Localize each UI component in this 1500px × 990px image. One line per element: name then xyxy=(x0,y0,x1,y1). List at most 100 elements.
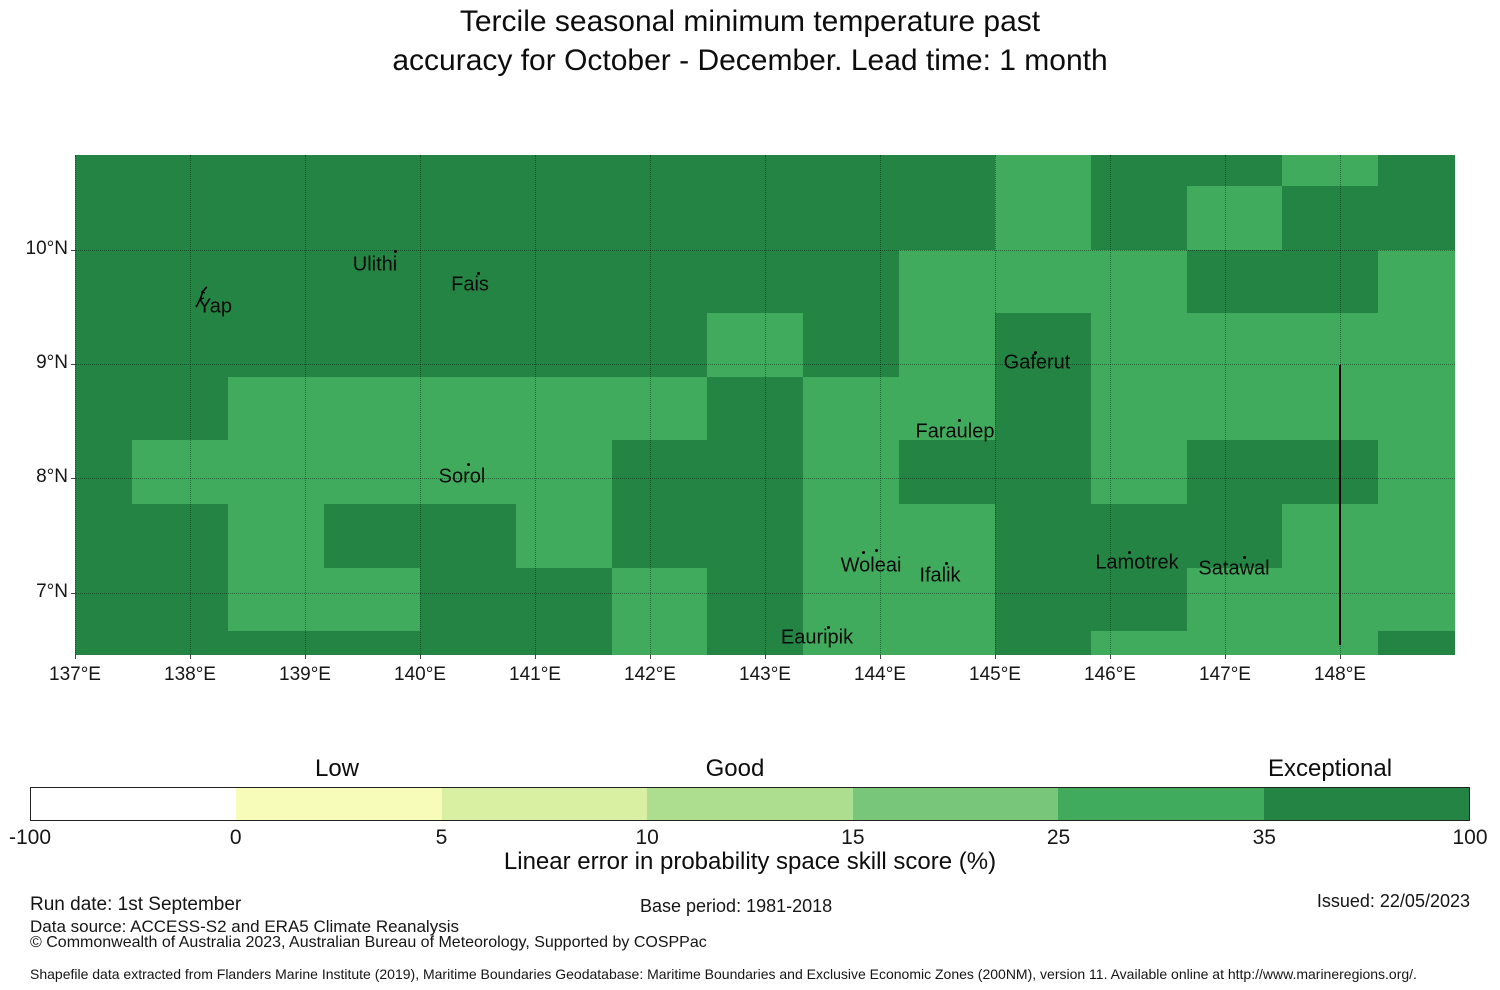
gridline-138°E xyxy=(190,155,191,655)
map-cell-r5c2 xyxy=(228,440,324,504)
map-cell-r8c4 xyxy=(420,631,516,655)
island-label-satawal: Satawal xyxy=(1198,557,1270,580)
y-tick-mark xyxy=(71,593,75,594)
chart-title: Tercile seasonal minimum temperature pas… xyxy=(0,2,1500,80)
x-tick-mark xyxy=(1110,655,1111,659)
map-cell-r2c6 xyxy=(612,250,707,313)
map-cell-r3c10 xyxy=(995,313,1091,377)
footer-base-period: Base period: 1981-2018 xyxy=(640,896,833,916)
colorbar-segment-15-to-25 xyxy=(852,788,1059,820)
map-cell-r8c12 xyxy=(1187,631,1282,655)
map-cell-r0c13 xyxy=(1282,155,1378,186)
map-cell-r2c12 xyxy=(1187,250,1282,313)
map-cell-r1c9 xyxy=(899,186,995,250)
colorbar-segment-0-to-5 xyxy=(236,788,442,820)
map-cell-r5c1 xyxy=(132,440,228,504)
map-cell-r4c3 xyxy=(324,377,420,440)
island-marker-ifalik xyxy=(945,562,948,565)
map-cell-r8c6 xyxy=(612,631,707,655)
map-cell-r7c2 xyxy=(228,568,324,631)
map-cell-r4c13 xyxy=(1282,377,1378,440)
x-tick-label-141°E: 141°E xyxy=(509,664,561,685)
map-cell-r2c11 xyxy=(1091,250,1187,313)
map-cell-r8c9 xyxy=(899,631,995,655)
colorbar-category-good: Good xyxy=(705,755,765,782)
colorbar-tick-5: 5 xyxy=(435,826,448,849)
map-cell-r2c1 xyxy=(132,250,228,313)
map-cell-r0c4 xyxy=(420,155,516,186)
x-tick-label-138°E: 138°E xyxy=(164,664,216,685)
x-tick-label-147°E: 147°E xyxy=(1199,664,1251,685)
map-cell-r3c2 xyxy=(228,313,324,377)
map-cell-r2c14 xyxy=(1378,250,1455,313)
colorbar-segment-10-to-15 xyxy=(647,788,853,820)
map-cell-r4c8 xyxy=(803,377,899,440)
map-cell-r4c6 xyxy=(612,377,707,440)
gridline-146°E xyxy=(1110,155,1111,655)
colorbar-segment-25-to-35 xyxy=(1058,788,1264,820)
map-cell-r6c5 xyxy=(516,504,612,568)
gridline-144°E xyxy=(880,155,881,655)
colorbar-segment-35-to-100 xyxy=(1263,788,1469,820)
map-cell-r6c7 xyxy=(707,504,803,568)
gridline-143°E xyxy=(765,155,766,655)
x-tick-mark xyxy=(535,655,536,659)
island-label-gaferut: Gaferut xyxy=(1003,351,1071,374)
map-cell-r3c8 xyxy=(803,313,899,377)
map-cell-r4c4 xyxy=(420,377,516,440)
map-cell-r1c8 xyxy=(803,186,899,250)
map-cell-r1c7 xyxy=(707,186,803,250)
map-cell-r4c14 xyxy=(1378,377,1455,440)
footer-run-date: Run date: 1st September xyxy=(30,894,242,915)
map-cell-r3c9 xyxy=(899,313,995,377)
map-cell-r1c12 xyxy=(1187,186,1282,250)
map-cell-r2c10 xyxy=(995,250,1091,313)
island-marker-sorol xyxy=(467,463,470,466)
x-tick-mark xyxy=(75,655,76,659)
map-cell-r2c8 xyxy=(803,250,899,313)
map-cell-r7c3 xyxy=(324,568,420,631)
map-cell-r4c0 xyxy=(75,377,132,440)
map-cell-r0c7 xyxy=(707,155,803,186)
x-tick-label-148°E: 148°E xyxy=(1314,664,1366,685)
map-cell-r4c12 xyxy=(1187,377,1282,440)
gridline-7°N xyxy=(75,593,1455,594)
map-cell-r4c7 xyxy=(707,377,803,440)
gridline-137°E xyxy=(75,155,76,655)
colorbar-category-low: Low xyxy=(314,755,360,782)
colorbar-tick-35: 35 xyxy=(1252,826,1276,849)
map-cell-r1c14 xyxy=(1378,186,1455,250)
map-cell-r8c2 xyxy=(228,631,324,655)
y-tick-label-7°N: 7°N xyxy=(36,581,68,602)
map-cell-r2c2 xyxy=(228,250,324,313)
map-cell-r1c2 xyxy=(228,186,324,250)
map-cell-r6c11 xyxy=(1091,504,1187,568)
map-cell-r0c2 xyxy=(228,155,324,186)
map-cell-r0c9 xyxy=(899,155,995,186)
map-cell-r8c7 xyxy=(707,631,803,655)
map-cell-r6c4 xyxy=(420,504,516,568)
map-cell-r0c8 xyxy=(803,155,899,186)
colorbar-category-exceptional: Exceptional xyxy=(1267,755,1393,782)
y-tick-mark xyxy=(71,364,75,365)
map-cell-r5c5 xyxy=(516,440,612,504)
map-cell-r4c11 xyxy=(1091,377,1187,440)
gridline-142°E xyxy=(650,155,651,655)
x-tick-label-144°E: 144°E xyxy=(854,664,906,685)
island-marker-woleai xyxy=(875,549,878,552)
map-cell-r6c3 xyxy=(324,504,420,568)
yap-island-outline-icon xyxy=(193,286,213,315)
map-cell-r8c14 xyxy=(1378,631,1455,655)
map-cell-r0c0 xyxy=(75,155,132,186)
x-tick-mark xyxy=(305,655,306,659)
map-cell-r6c6 xyxy=(612,504,707,568)
map-cell-r1c6 xyxy=(612,186,707,250)
x-tick-mark xyxy=(880,655,881,659)
gridline-145°E xyxy=(995,155,996,655)
map-cell-r2c13 xyxy=(1282,250,1378,313)
map-cell-r3c3 xyxy=(324,313,420,377)
island-label-yap: Yap xyxy=(197,295,233,318)
y-tick-label-9°N: 9°N xyxy=(36,352,68,373)
colorbar-segment-5-to-10 xyxy=(441,788,648,820)
